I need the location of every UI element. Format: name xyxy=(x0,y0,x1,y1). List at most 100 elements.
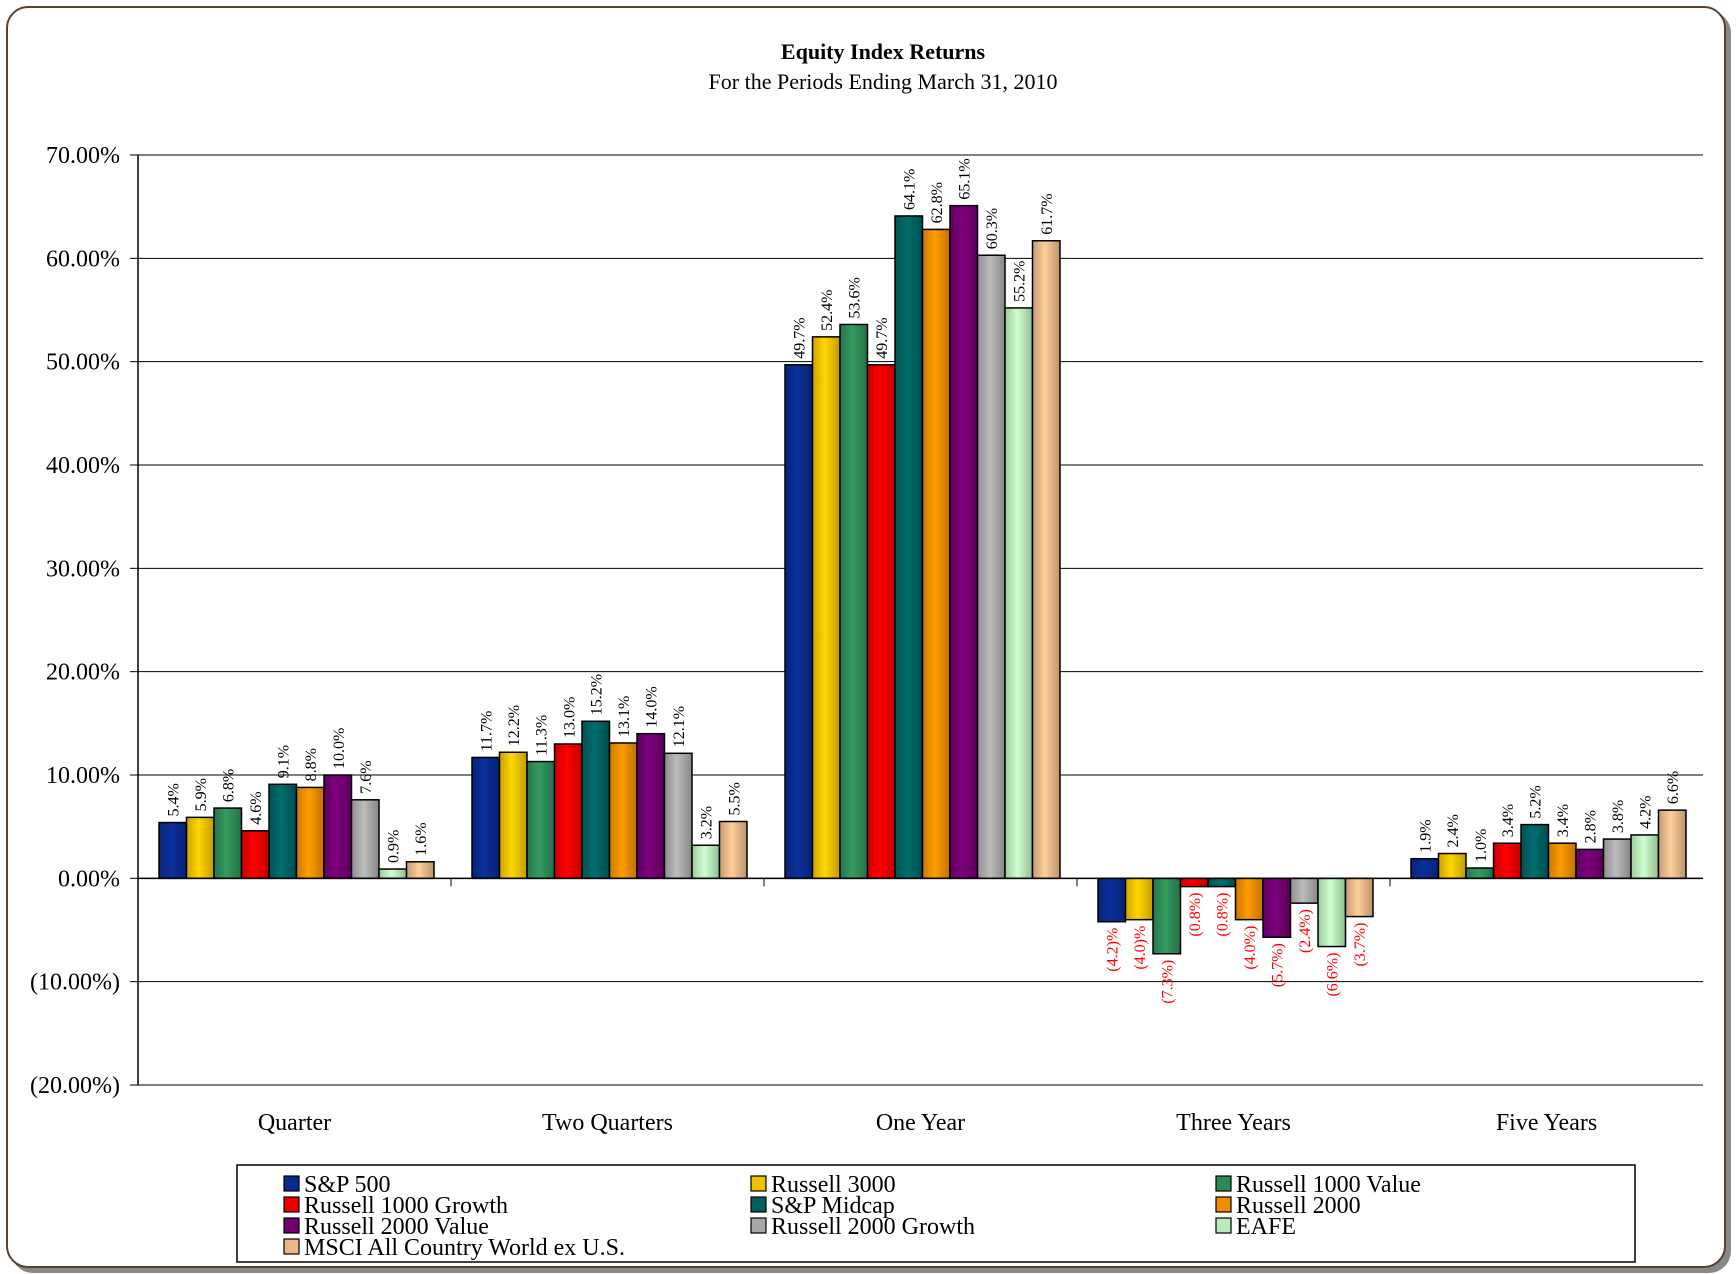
data-label: 13.0% xyxy=(561,697,578,738)
legend-label-sandp-500: S&P 500 xyxy=(304,1172,390,1198)
data-label: 11.3% xyxy=(534,715,551,756)
bar-sandp-500-one-year xyxy=(784,364,814,880)
data-label: 6.8% xyxy=(221,769,238,802)
bar-russell-1000-growth-two-quarters xyxy=(553,743,583,880)
data-label: 60.3% xyxy=(984,208,1001,249)
bar-russell-1000-growth-one-year xyxy=(866,364,896,880)
legend-swatch-sandp-midcap xyxy=(750,1196,767,1213)
data-label: 3.4% xyxy=(1555,804,1572,837)
data-label: 52.4% xyxy=(819,290,836,331)
bar-russell-3000-five-years xyxy=(1437,852,1467,880)
data-label: (0.8%) xyxy=(1187,893,1204,937)
bar-russell-2000-growth-five-years xyxy=(1602,838,1632,880)
y-tick-label: (20.00%) xyxy=(30,1073,120,1099)
legend-label-eafe: EAFE xyxy=(1236,1214,1296,1240)
bar-sandp-midcap-three-years xyxy=(1207,877,1237,888)
data-label: 4.2% xyxy=(1638,796,1655,829)
legend-label-sandp-midcap: S&P Midcap xyxy=(771,1193,895,1219)
data-label: 5.5% xyxy=(726,782,743,815)
bar-russell-1000-value-three-years xyxy=(1152,877,1182,955)
bar-eafe-one-year xyxy=(1004,307,1034,880)
y-tick-label: 40.00% xyxy=(46,453,120,479)
x-category-label: One Year xyxy=(876,1110,965,1136)
data-label: 0.9% xyxy=(386,830,403,863)
bar-russell-1000-growth-quarter xyxy=(240,830,270,880)
bar-russell-3000-one-year xyxy=(811,336,841,880)
bar-eafe-quarter xyxy=(378,868,408,880)
legend-label-russell-1000-value: Russell 1000 Value xyxy=(1236,1172,1421,1198)
bar-sandp-500-five-years xyxy=(1410,857,1440,880)
bar-msci-all-country-world-ex-u-s-one-year xyxy=(1031,240,1061,880)
data-label: (5.7%) xyxy=(1270,943,1287,987)
y-tick-label: 20.00% xyxy=(46,660,120,686)
data-label: (2.4%) xyxy=(1297,909,1314,953)
legend-swatch-russell-2000 xyxy=(1215,1196,1232,1213)
y-tick-label: 60.00% xyxy=(46,246,120,272)
bar-russell-1000-value-one-year xyxy=(839,323,869,880)
legend-label-russell-3000: Russell 3000 xyxy=(771,1172,896,1198)
legend-label-russell-2000-value: Russell 2000 Value xyxy=(304,1214,489,1240)
bar-russell-2000-quarter xyxy=(295,786,325,880)
bar-eafe-three-years xyxy=(1317,877,1347,948)
bar-russell-2000-three-years xyxy=(1234,877,1264,921)
bar-eafe-two-quarters xyxy=(691,844,721,880)
data-label: 9.1% xyxy=(276,745,293,778)
data-label: 49.7% xyxy=(874,317,891,358)
x-category-label: Three Years xyxy=(1176,1110,1291,1136)
legend-swatch-russell-2000-value xyxy=(283,1217,300,1234)
data-label: 1.9% xyxy=(1418,819,1435,852)
data-label: 65.1% xyxy=(957,158,974,199)
data-label: 10.0% xyxy=(331,728,348,769)
y-tick-label: 30.00% xyxy=(46,556,120,582)
bar-russell-2000-value-two-quarters xyxy=(636,732,666,880)
x-category-label: Five Years xyxy=(1496,1110,1597,1136)
data-label: 61.7% xyxy=(1039,193,1056,234)
legend-swatch-russell-1000-value xyxy=(1215,1175,1232,1192)
data-label: 8.8% xyxy=(303,748,320,781)
axes: (20.00%) (10.00%) 0.00% 10.00% 20.00% 30.00% 4… xyxy=(30,143,1703,1136)
legend-swatch-msci-all-country-world-ex-u-s xyxy=(283,1238,300,1255)
data-label: 64.1% xyxy=(902,169,919,210)
data-label: 62.8% xyxy=(929,182,946,223)
bar-russell-3000-three-years xyxy=(1124,877,1154,921)
bar-msci-all-country-world-ex-u-s-quarter xyxy=(405,861,435,880)
data-label: (4.0)% xyxy=(1132,926,1149,970)
data-label: 49.7% xyxy=(792,317,809,358)
data-label: 7.6% xyxy=(358,760,375,793)
bar-russell-2000-growth-one-year xyxy=(976,254,1006,880)
data-label: (6.6%) xyxy=(1325,953,1342,997)
bar-russell-1000-value-two-quarters xyxy=(526,760,556,880)
bar-sandp-midcap-one-year xyxy=(894,215,924,880)
bar-sandp-500-quarter xyxy=(158,821,188,880)
data-label: 55.2% xyxy=(1012,261,1029,302)
data-label: 11.7% xyxy=(479,711,496,752)
data-label: 3.4% xyxy=(1500,804,1517,837)
data-label: 4.6% xyxy=(248,791,265,824)
data-label: 14.0% xyxy=(644,686,661,727)
bar-russell-2000-growth-quarter xyxy=(350,799,380,880)
data-label: 5.2% xyxy=(1528,785,1545,818)
legend-swatch-eafe xyxy=(1215,1217,1232,1234)
bar-russell-1000-growth-five-years xyxy=(1492,842,1522,880)
bar-russell-3000-quarter xyxy=(185,816,215,880)
data-label: 15.2% xyxy=(589,674,606,715)
legend: S&P 500 Russell 3000 Russell 1000 ValueRus… xyxy=(236,1164,1636,1263)
y-tick-label: 10.00% xyxy=(46,763,120,789)
data-label: 2.8% xyxy=(1583,810,1600,843)
data-label: 1.0% xyxy=(1473,829,1490,862)
bar-russell-2000-two-quarters xyxy=(608,742,638,880)
chart-title: Equity Index Returns xyxy=(781,39,986,64)
legend-label-msci-all-country-world-ex-u-s: MSCI All Country World ex U.S. xyxy=(304,1235,625,1261)
bar-sandp-midcap-five-years xyxy=(1520,823,1550,880)
bar-russell-1000-growth-three-years xyxy=(1179,877,1209,888)
legend-label-russell-2000: Russell 2000 xyxy=(1236,1193,1361,1219)
bar-sandp-midcap-two-quarters xyxy=(581,720,611,880)
legend-swatch-russell-3000 xyxy=(750,1175,767,1192)
data-label: (0.8%) xyxy=(1215,893,1232,937)
bar-russell-2000-growth-three-years xyxy=(1289,877,1319,904)
bar-russell-2000-value-three-years xyxy=(1262,877,1292,938)
data-label: (4.0%) xyxy=(1242,926,1259,970)
y-tick-label: 0.00% xyxy=(58,866,120,892)
data-label: (4.2)% xyxy=(1105,928,1122,972)
data-label: 1.6% xyxy=(413,822,430,855)
